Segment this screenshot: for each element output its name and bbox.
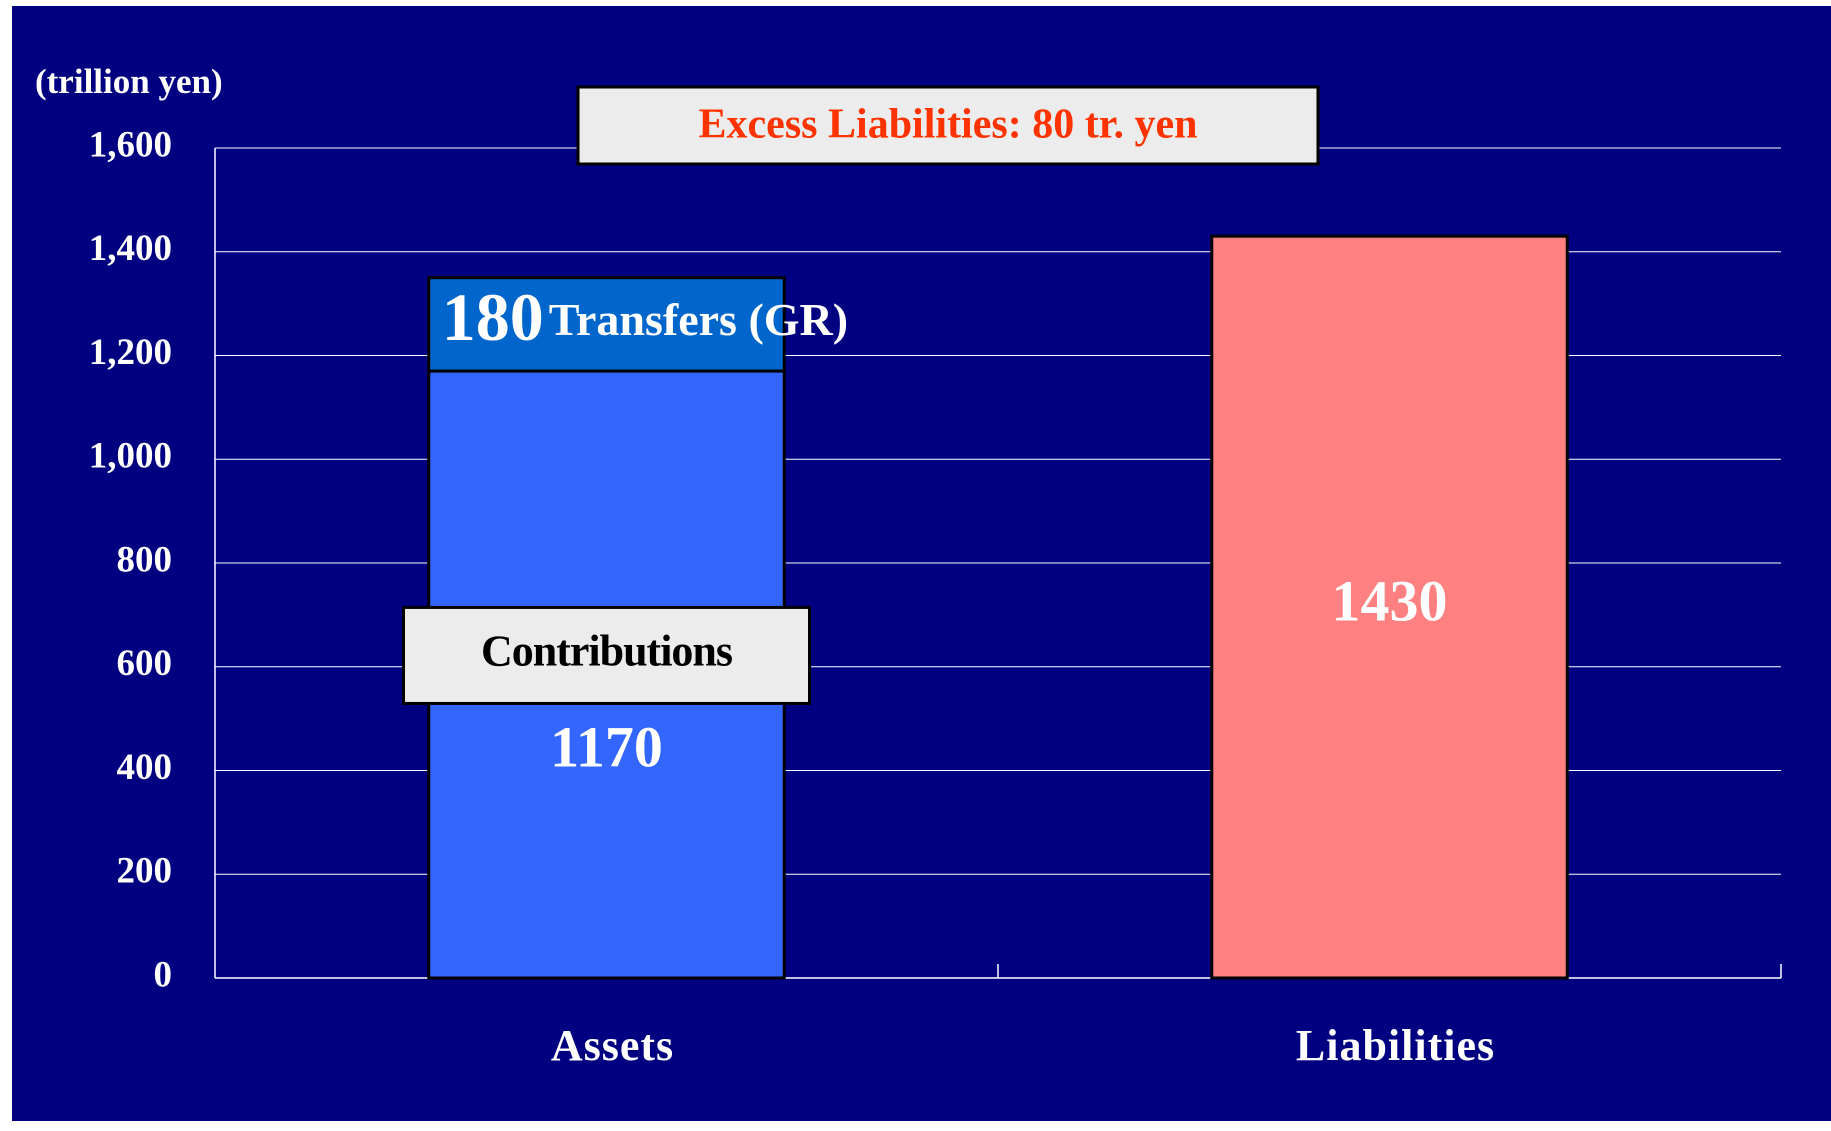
x-tick-label: Liabilities [1296, 1021, 1495, 1070]
y-tick-label: 1,000 [89, 436, 172, 477]
data-label: 1430 [1332, 568, 1448, 633]
x-tick-label: Assets [551, 1021, 674, 1070]
y-tick-label: 1,400 [89, 228, 172, 269]
bar-segment [1210, 234, 1569, 980]
y-tick-label: 400 [117, 747, 173, 788]
series-label: Contributions [481, 627, 733, 676]
series-label-box [402, 605, 811, 705]
y-tick-label: 1,200 [89, 332, 172, 373]
y-tick-label: 200 [117, 851, 173, 892]
y-tick-label: 800 [117, 539, 173, 580]
data-label: 180 [442, 279, 544, 355]
bar-segment [427, 276, 786, 373]
series-label: Transfers (GR) [549, 294, 848, 345]
y-axis-label: (trillion yen) [35, 62, 223, 101]
y-tick-label: 0 [154, 954, 173, 995]
y-tick-label: 1,600 [89, 124, 172, 165]
annotation-box [576, 85, 1320, 166]
annotation: Excess Liabilities: 80 tr. yen [699, 102, 1198, 148]
y-tick-label: 600 [117, 643, 173, 684]
data-label: 1170 [550, 715, 663, 780]
